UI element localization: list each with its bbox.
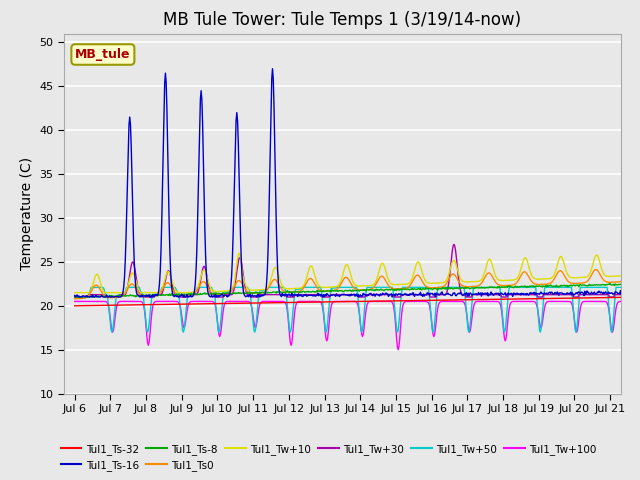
Y-axis label: Temperature (C): Temperature (C)	[20, 157, 34, 270]
Title: MB Tule Tower: Tule Temps 1 (3/19/14-now): MB Tule Tower: Tule Temps 1 (3/19/14-now…	[163, 11, 522, 29]
Text: MB_tule: MB_tule	[75, 48, 131, 61]
Legend: Tul1_Ts-32, Tul1_Ts-16, Tul1_Ts-8, Tul1_Ts0, Tul1_Tw+10, Tul1_Tw+30, Tul1_Tw+50,: Tul1_Ts-32, Tul1_Ts-16, Tul1_Ts-8, Tul1_…	[56, 439, 601, 475]
